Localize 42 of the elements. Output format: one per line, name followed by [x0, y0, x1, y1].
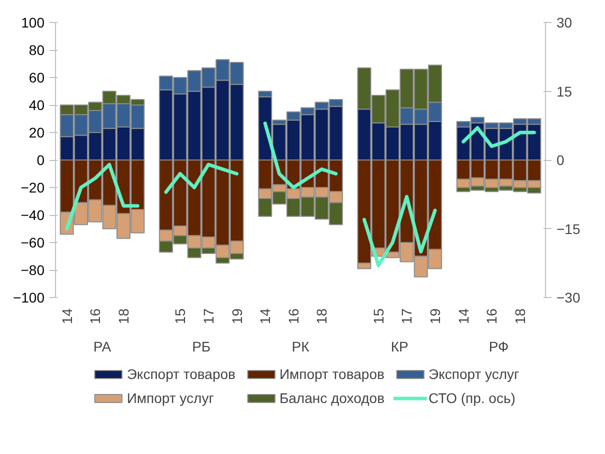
legend-label: Экспорт услуг: [428, 366, 520, 382]
x-tick-label: 15: [370, 308, 386, 324]
y-tick-label: −60: [20, 234, 45, 250]
x-tick-label: 18: [115, 308, 132, 324]
x-tick-label: 18: [512, 308, 528, 324]
x-tick-label: 15: [172, 308, 188, 324]
y-tick-label: 80: [28, 42, 45, 58]
text: КР: [390, 338, 408, 354]
y-tick-label: −40: [20, 207, 45, 223]
y-tick-label: 0: [36, 152, 45, 168]
x-tick-label: 14: [58, 308, 75, 324]
x-tick-label: 18: [314, 308, 330, 324]
legend-label: СТО (пр. ось): [428, 390, 516, 406]
x-tick-label: 17: [200, 308, 216, 324]
x-tick-label: 17: [398, 308, 415, 324]
text: РА: [93, 338, 112, 354]
y2-tick-label: 0: [556, 152, 564, 168]
x-tick-label: 19: [427, 308, 444, 324]
text: РК: [292, 338, 310, 354]
x-tick-label: 16: [484, 308, 500, 324]
y2-tick-label: −30: [556, 290, 580, 306]
legend-label: Импорт товаров: [279, 366, 384, 382]
x-tick-label: 16: [285, 308, 302, 324]
y-tick-label: 20: [28, 124, 45, 140]
y-tick-label: −20: [20, 180, 45, 196]
y-tick-label: 60: [28, 70, 45, 86]
x-tick-label: 16: [87, 308, 104, 324]
legend-label: Экспорт товаров: [126, 366, 236, 382]
x-tick-label: 19: [228, 308, 245, 324]
y-tick-label: −80: [20, 262, 45, 278]
y-tick-label: 100: [21, 14, 45, 30]
y-tick-label: 40: [28, 97, 45, 113]
y2-tick-label: −15: [556, 220, 580, 237]
y-tick-label: −100: [12, 290, 45, 306]
text: РФ: [488, 338, 509, 354]
y2-tick-label: 30: [556, 14, 572, 30]
x-tick-label: 14: [455, 308, 472, 324]
y2-tick-label: 15: [556, 83, 572, 100]
text: РБ: [192, 338, 211, 354]
x-tick-label: 14: [257, 308, 274, 324]
legend-label: Баланс доходов: [279, 390, 385, 406]
legend-label: Импорт услуг: [126, 390, 214, 406]
